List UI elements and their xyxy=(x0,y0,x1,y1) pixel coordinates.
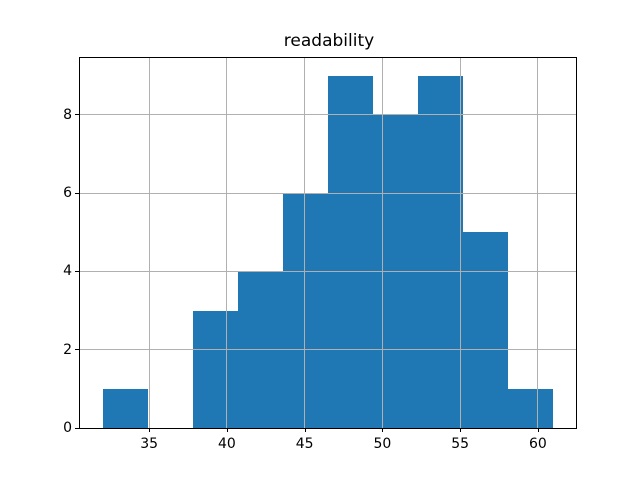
histogram-bar xyxy=(508,388,554,428)
x-tick-label: 50 xyxy=(373,436,392,452)
y-gridline xyxy=(80,192,576,194)
chart-title: readability xyxy=(283,31,375,51)
x-tick-mark xyxy=(304,428,306,432)
y-tick-label: 0 xyxy=(63,420,72,436)
x-tick-mark xyxy=(226,428,228,432)
x-gridline xyxy=(226,58,228,428)
y-tick-label: 8 xyxy=(63,106,72,123)
y-tick-label: 2 xyxy=(63,341,72,358)
histogram-bar xyxy=(192,310,238,428)
y-tick-label: 4 xyxy=(63,263,72,280)
x-gridline xyxy=(148,58,150,428)
x-tick-mark xyxy=(460,428,462,432)
x-tick-label: 40 xyxy=(217,436,236,452)
x-tick-mark xyxy=(537,428,539,432)
y-tick-mark xyxy=(75,192,79,194)
x-tick-mark xyxy=(382,428,384,432)
y-tick-label: 6 xyxy=(63,185,72,202)
histogram-bar xyxy=(418,75,464,428)
y-gridline xyxy=(80,270,576,272)
x-gridline xyxy=(304,58,306,428)
x-tick-label: 35 xyxy=(140,436,159,452)
x-tick-label: 60 xyxy=(528,436,547,452)
y-tick-mark xyxy=(75,114,79,116)
x-tick-label: 45 xyxy=(295,436,314,452)
x-tick-label: 55 xyxy=(451,436,470,452)
ticks-layer: 35 40 45 50 55 60 0 2 4 6 8 xyxy=(63,58,576,452)
y-tick-mark xyxy=(75,427,79,429)
plot-area: 35 40 45 50 55 60 0 2 4 6 8 xyxy=(63,57,577,452)
x-gridline xyxy=(459,58,461,428)
histogram-bar xyxy=(282,193,328,428)
x-gridline xyxy=(381,58,383,428)
y-tick-mark xyxy=(75,270,79,272)
x-gridline xyxy=(537,58,539,428)
histogram-bar xyxy=(328,75,374,428)
histogram-bar xyxy=(463,232,509,428)
y-gridline xyxy=(80,114,576,116)
y-gridline xyxy=(80,349,576,351)
histogram-bar xyxy=(102,388,148,428)
x-tick-mark xyxy=(149,428,151,432)
gridlines-layer xyxy=(80,58,576,428)
y-tick-mark xyxy=(75,349,79,351)
